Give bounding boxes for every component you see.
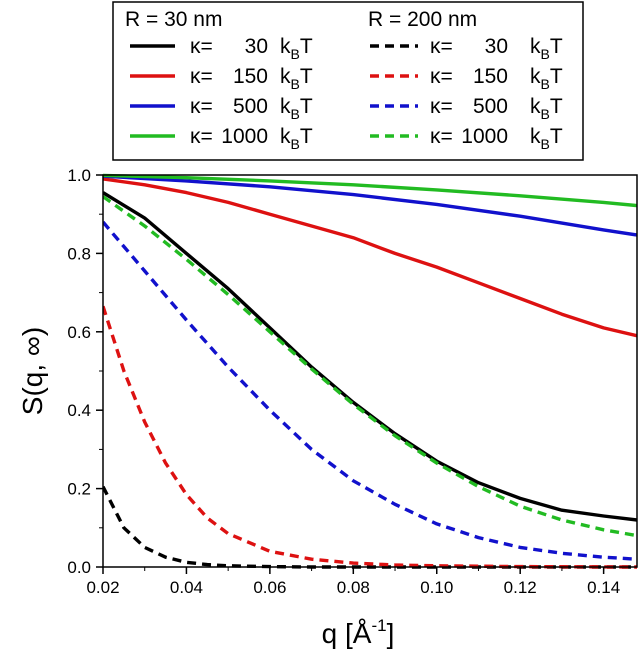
- x-tick-label: 0.14: [587, 578, 620, 597]
- series-line-R30nm-kappa150: [103, 177, 637, 338]
- series-line-R200nm-kappa1000: [103, 195, 637, 538]
- legend-kappa-prefix: κ=: [430, 125, 453, 148]
- legend-kappa-prefix: κ=: [190, 125, 213, 148]
- legend-unit: kBT: [530, 125, 563, 152]
- legend-kappa-prefix: κ=: [430, 95, 453, 118]
- legend-unit: kBT: [280, 95, 313, 122]
- legend-kappa-value: 500: [233, 95, 268, 118]
- legend-kappa-value: 500: [473, 95, 508, 118]
- legend-kappa-value: 1000: [221, 125, 268, 148]
- x-tick-label: 0.06: [253, 578, 286, 597]
- x-tick-label: 0.04: [170, 578, 203, 597]
- y-tick-label: 1.0: [67, 166, 91, 185]
- x-tick-label: 0.02: [86, 578, 119, 597]
- x-tick-label: 0.08: [337, 578, 370, 597]
- legend-kappa-value: 30: [245, 35, 268, 58]
- y-tick-label: 0.6: [67, 323, 91, 342]
- legend-kappa-value: 30: [485, 35, 508, 58]
- legend-kappa-value: 1000: [461, 125, 508, 148]
- series-line-R200nm-kappa30: [103, 485, 637, 569]
- legend-unit: kBT: [280, 35, 313, 62]
- y-tick-label: 0.0: [67, 558, 91, 577]
- axis-titles: q [Å-1] S(q, ∞): [17, 327, 394, 649]
- legend-group-title: R = 30 nm: [125, 8, 222, 31]
- axes: 0.02 0.04 0.06 0.08 0.10 0.12 0.14 0.0 0.2 0.4 0.6…: [67, 166, 638, 597]
- legend-unit: kBT: [280, 65, 313, 92]
- legend-kappa-value: 150: [233, 65, 268, 88]
- legend-unit: kBT: [530, 65, 563, 92]
- y-axis-title: S(q, ∞): [17, 327, 48, 415]
- legend-kappa-prefix: κ=: [190, 95, 213, 118]
- y-tick-label: 0.4: [67, 401, 91, 420]
- series-line-R200nm-kappa150: [103, 305, 637, 569]
- series-line-R30nm-kappa30: [103, 191, 637, 522]
- series-line-R200nm-kappa500: [103, 220, 637, 561]
- legend-kappa-prefix: κ=: [430, 65, 453, 88]
- legend-group-title: R = 200 nm: [368, 8, 477, 31]
- plot-area: [103, 173, 637, 569]
- legend-kappa-prefix: κ=: [430, 35, 453, 58]
- series-line-R30nm-kappa1000: [103, 173, 637, 208]
- legend: R = 30 nm R = 200 nm κ= 30 kBT κ= 30 kBT κ= 150 kB…: [112, 1, 584, 161]
- legend-kappa-prefix: κ=: [190, 65, 213, 88]
- legend-kappa-value: 150: [473, 65, 508, 88]
- legend-kappa-prefix: κ=: [190, 35, 213, 58]
- x-tick-label: 0.10: [420, 578, 453, 597]
- series-line-R30nm-kappa500: [103, 174, 637, 237]
- y-tick-label: 0.8: [67, 244, 91, 263]
- y-tick-label: 0.2: [67, 480, 91, 499]
- x-axis-title: q [Å-1]: [322, 616, 395, 649]
- legend-unit: kBT: [530, 35, 563, 62]
- legend-unit: kBT: [530, 95, 563, 122]
- legend-box: [112, 1, 584, 161]
- x-tick-label: 0.12: [504, 578, 537, 597]
- legend-unit: kBT: [280, 125, 313, 152]
